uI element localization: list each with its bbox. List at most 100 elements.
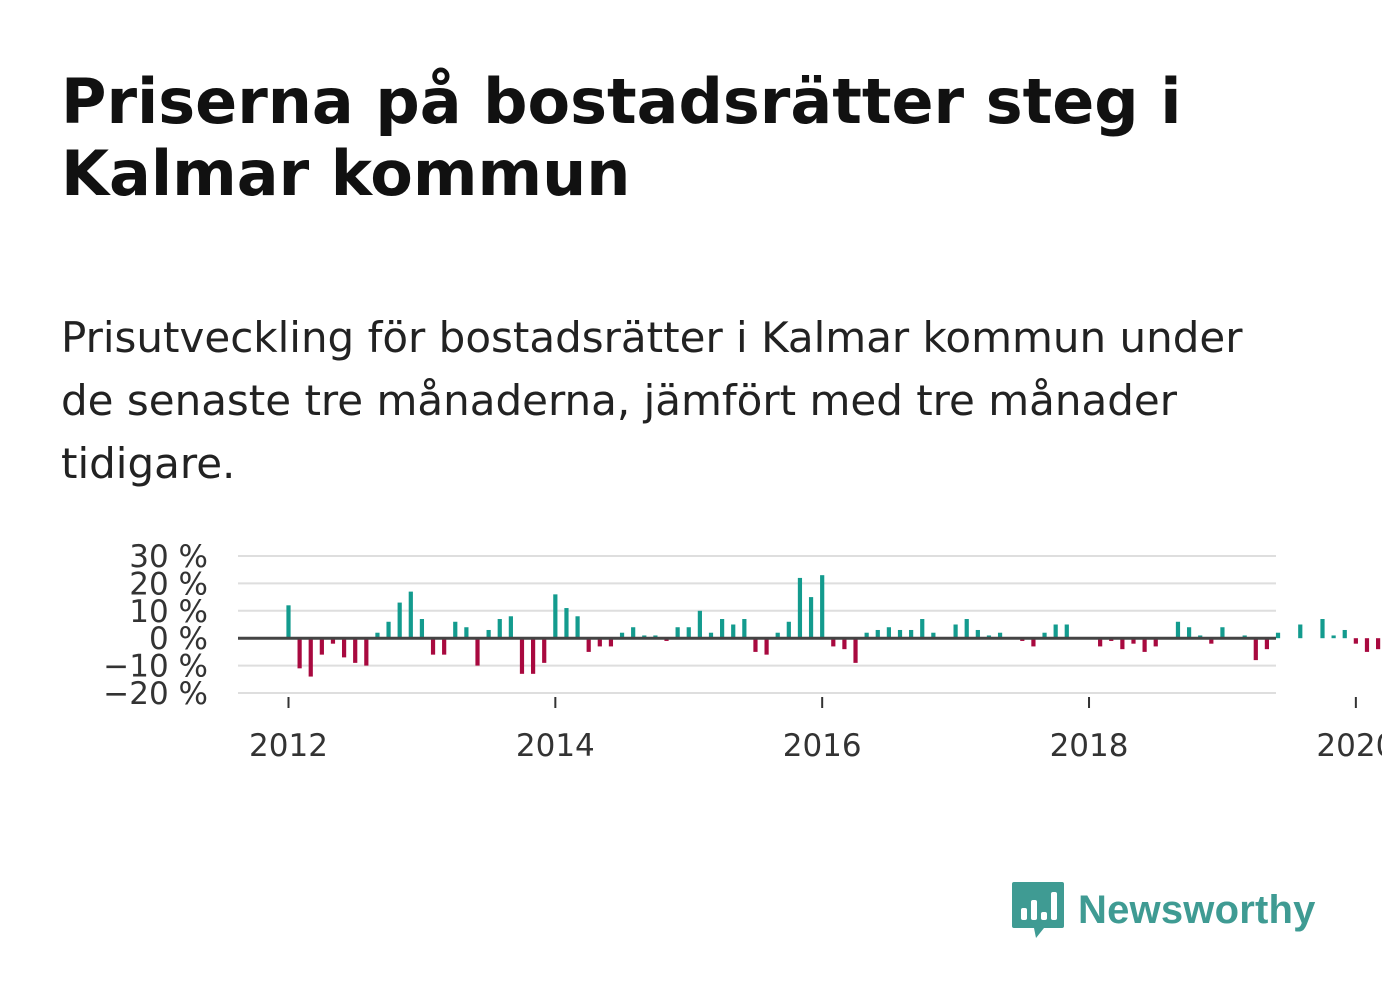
bar	[1098, 638, 1103, 647]
bar	[1342, 629, 1347, 639]
bar	[508, 616, 513, 639]
bar	[564, 608, 569, 639]
bar	[408, 591, 413, 639]
bar-chart-speech-bubble-icon	[1012, 882, 1064, 938]
bar	[1253, 638, 1258, 661]
x-tick-label: 2014	[516, 728, 595, 764]
bar	[419, 619, 425, 639]
bar	[1353, 638, 1358, 644]
bar	[1175, 621, 1181, 639]
bar	[1220, 627, 1225, 639]
bar	[430, 638, 436, 655]
y-tick-label: 10 %	[129, 594, 208, 630]
bar	[708, 632, 714, 639]
bar	[753, 638, 758, 652]
bar	[1031, 638, 1036, 647]
bar	[575, 616, 580, 639]
bar	[1376, 638, 1381, 650]
bar	[586, 638, 591, 652]
bar	[897, 629, 903, 639]
bar	[1209, 638, 1214, 644]
bar	[286, 605, 291, 639]
bar	[875, 629, 880, 639]
bar	[1131, 638, 1136, 644]
bar	[497, 619, 502, 639]
bar	[1153, 638, 1158, 647]
bar	[1053, 624, 1058, 639]
bar	[675, 627, 680, 639]
bar	[464, 627, 469, 639]
page-title: Priserna på bostadsrätter steg i Kalmar …	[61, 65, 1182, 210]
bar	[1064, 624, 1069, 639]
bar	[953, 624, 958, 639]
bar	[697, 610, 702, 639]
bar	[1120, 638, 1125, 650]
bar	[1186, 627, 1192, 639]
bar	[1320, 619, 1325, 639]
y-tick-label: 30 %	[129, 539, 208, 575]
bar	[553, 594, 558, 639]
bar	[442, 638, 447, 655]
bar	[608, 638, 614, 647]
bar	[308, 638, 313, 677]
bar	[386, 621, 391, 639]
bar	[542, 638, 547, 663]
bar	[531, 638, 536, 674]
x-tick-label: 2012	[249, 728, 328, 764]
bar	[330, 638, 336, 644]
bar	[375, 632, 380, 639]
bar	[353, 638, 358, 663]
x-tick-label: 2018	[1050, 728, 1129, 764]
bar	[886, 627, 891, 639]
bar	[808, 597, 814, 639]
bar	[519, 638, 525, 674]
bar	[909, 629, 914, 639]
brand-name: Newsworthy	[1078, 887, 1316, 932]
x-tick-label: 2016	[783, 728, 862, 764]
y-tick-label: −20 %	[103, 676, 208, 712]
bar	[720, 619, 725, 639]
bar	[475, 638, 480, 666]
bar	[931, 632, 936, 639]
bar	[364, 638, 369, 666]
bar	[486, 629, 491, 639]
bar	[619, 632, 625, 639]
newsworthy-logo: Newsworthy	[1010, 878, 1316, 942]
x-tick-label: 2020	[1316, 728, 1382, 764]
grid-lines	[238, 555, 1276, 694]
bar	[797, 577, 803, 639]
bar	[1142, 638, 1147, 652]
bar	[341, 638, 347, 658]
y-tick-label: 0 %	[149, 621, 208, 657]
bar	[1042, 632, 1047, 639]
bar	[820, 575, 825, 639]
y-tick-label: −10 %	[103, 649, 208, 685]
bar	[1364, 638, 1370, 652]
y-axis: 30 %20 %10 %0 %−10 %−20 %	[103, 539, 208, 712]
bar	[597, 638, 602, 647]
bar-series	[286, 575, 1381, 677]
bar	[686, 627, 691, 639]
bar	[1298, 624, 1303, 639]
x-axis: 20122014201620182020202220242026	[249, 697, 1382, 764]
bar	[775, 632, 780, 639]
bar	[1264, 638, 1270, 650]
bar	[631, 627, 636, 639]
bar	[297, 638, 302, 669]
bar	[1331, 635, 1336, 639]
chart-subtitle: Prisutveckling för bostadsrätter i Kalma…	[61, 313, 1243, 488]
y-tick-label: 20 %	[129, 566, 208, 602]
bar	[920, 619, 925, 639]
bar	[731, 624, 736, 639]
bar	[853, 638, 858, 663]
bar	[742, 619, 747, 639]
bar	[842, 638, 847, 650]
bar	[975, 629, 980, 639]
bar	[786, 621, 791, 639]
bar	[764, 638, 769, 655]
bar	[1275, 632, 1281, 639]
bar	[319, 638, 324, 655]
bar	[453, 621, 458, 639]
bar	[831, 638, 836, 647]
